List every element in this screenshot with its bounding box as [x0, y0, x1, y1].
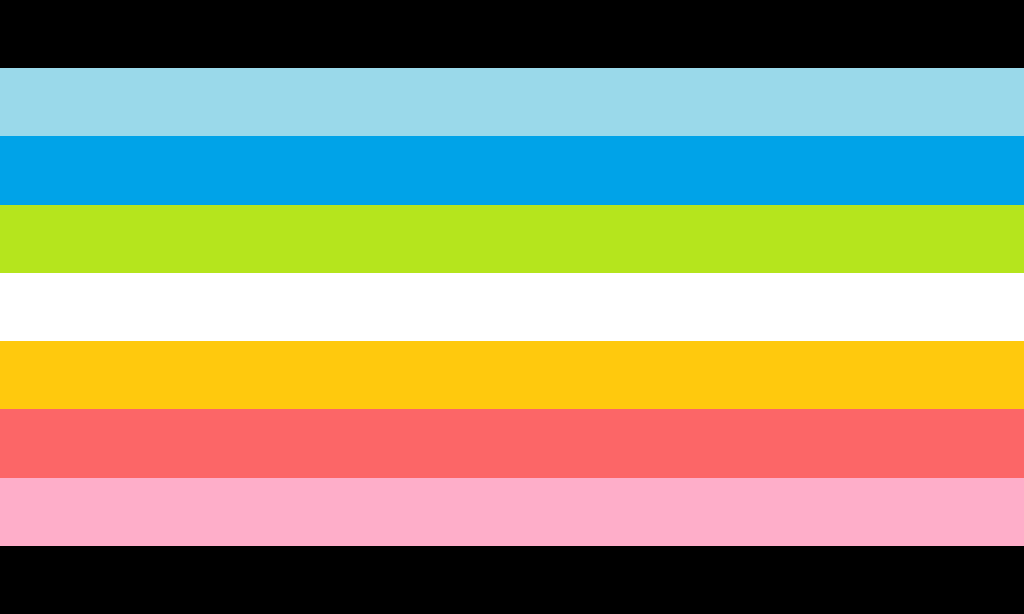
flag-stripe-7: [0, 409, 1024, 478]
flag-stripe-1: [0, 0, 1024, 69]
flag-stripe-4: [0, 204, 1024, 273]
flag-stripe-9: [0, 545, 1024, 614]
flag-stripe-5: [0, 272, 1024, 342]
flag-stripe-2: [0, 68, 1024, 137]
flag-stripe-8: [0, 477, 1024, 546]
flag-stripe-3: [0, 136, 1024, 205]
flag-stripe-6: [0, 341, 1024, 410]
